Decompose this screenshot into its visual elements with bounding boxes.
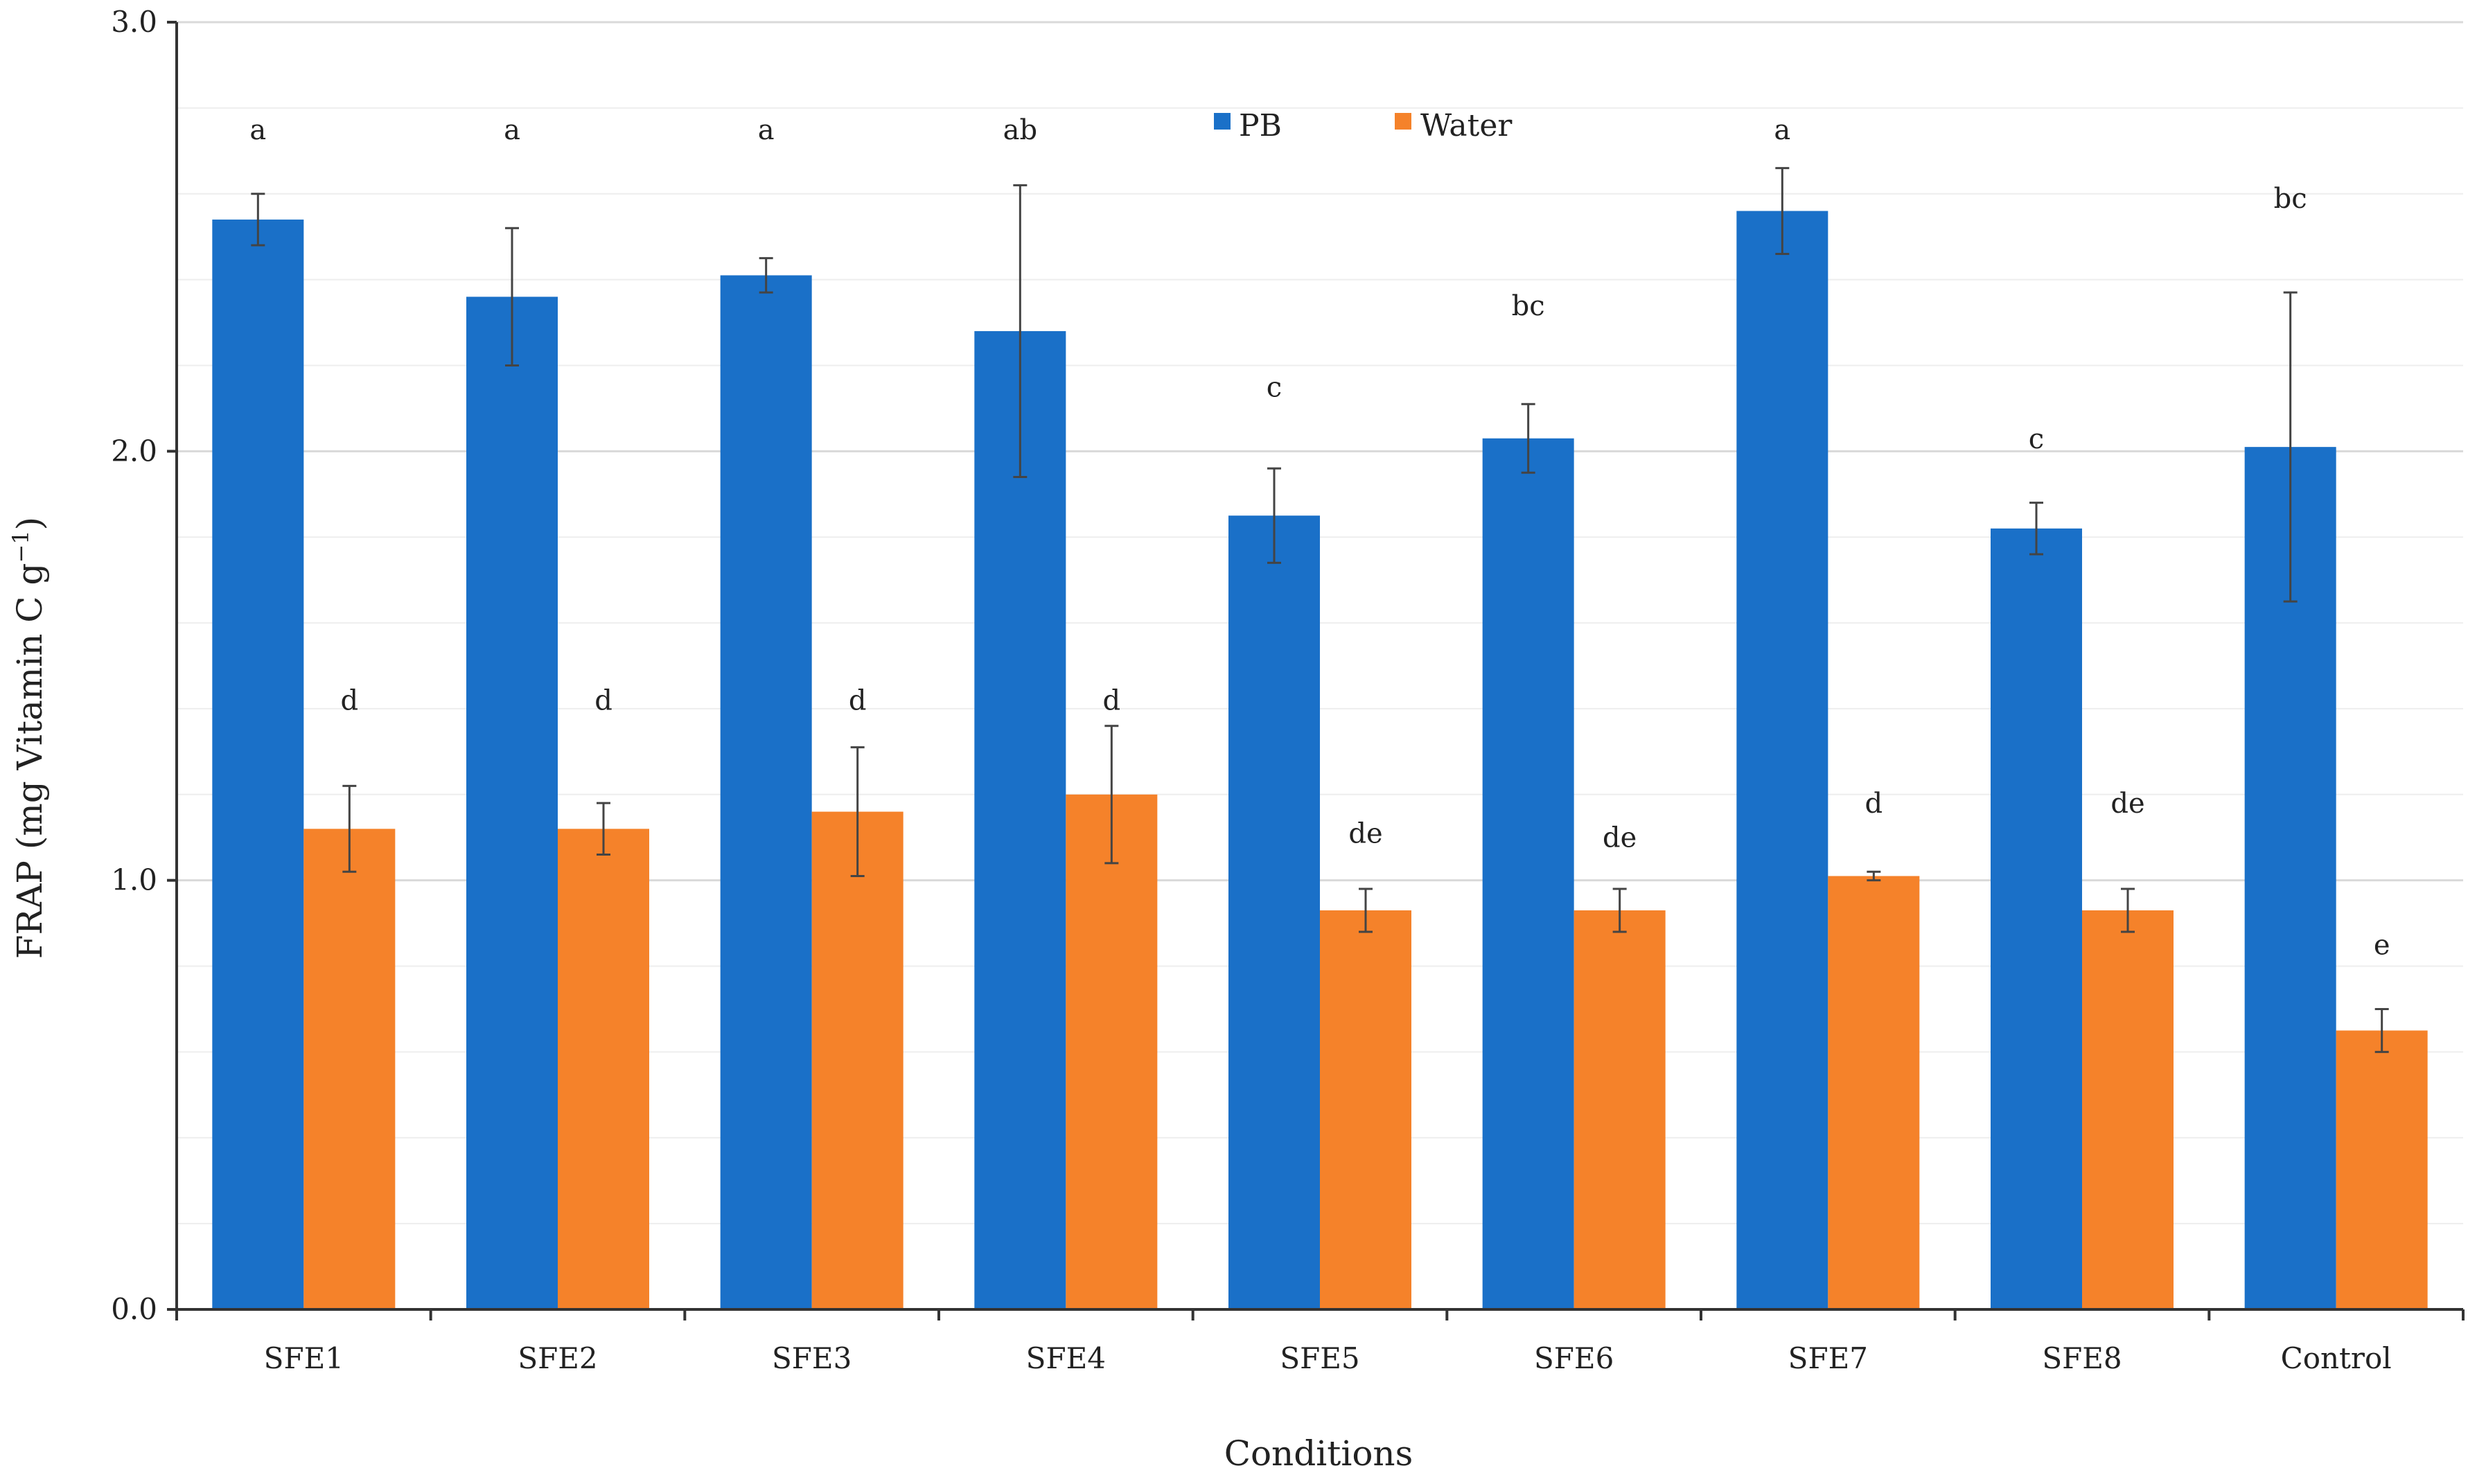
- bar-water-sfe1: [303, 829, 396, 1309]
- bar-water-sfe5: [1320, 910, 1411, 1309]
- error-bar-water-sfe4: [1104, 725, 1119, 865]
- bar-water-sfe2: [558, 829, 649, 1309]
- significance-label-pb-sfe3: a: [758, 114, 775, 146]
- significance-label-water-sfe8: de: [2110, 788, 2144, 820]
- significance-label-water-sfe7: d: [1865, 788, 1883, 820]
- error-bar-water-sfe7: [1867, 870, 1881, 882]
- bar-water-sfe8: [2082, 910, 2174, 1309]
- x-tick-label-sfe6: SFE6: [1534, 1341, 1614, 1375]
- bar-pb-sfe4: [974, 330, 1066, 1309]
- y-axis-title-end: ): [10, 517, 50, 531]
- bar-water-sfe3: [811, 811, 903, 1309]
- y-tick-label: 0.0: [111, 1292, 157, 1326]
- bar-pb-sfe7: [1736, 211, 1828, 1310]
- legend-label-pb: PB: [1239, 108, 1282, 143]
- y-axis-title: FRAP (mg Vitamin C g−1): [8, 517, 50, 959]
- bar-pb-sfe6: [1482, 438, 1574, 1309]
- significance-label-water-sfe4: d: [1103, 685, 1121, 717]
- x-tick-label-sfe1: SFE1: [264, 1341, 344, 1375]
- x-tick-label-sfe5: SFE5: [1280, 1341, 1359, 1375]
- error-bar-water-sfe5: [1359, 887, 1373, 933]
- bar-pb-sfe1: [212, 219, 304, 1310]
- bar-pb-sfe5: [1228, 515, 1320, 1309]
- axes: 0.0 1.0 2.0 3.0 SFE1 SFE2 SFE3 SFE4 SFE5 SFE6 SFE7…: [111, 5, 2465, 1375]
- y-tick-label: 1.0: [111, 863, 157, 897]
- bar-pb-sfe2: [466, 297, 558, 1310]
- error-bar-pb-sfe3: [759, 257, 773, 294]
- y-axis-title-main: FRAP (mg Vitamin C g: [10, 563, 50, 960]
- error-bar-water-sfe2: [597, 802, 610, 856]
- legend: PB Water: [1214, 108, 1513, 143]
- significance-label-pb-control: bc: [2274, 183, 2307, 215]
- error-bar-pb-control: [2283, 291, 2298, 603]
- significance-label-pb-sfe2: a: [504, 114, 520, 146]
- significance-label-water-sfe6: de: [1603, 822, 1637, 854]
- x-tick-label-sfe8: SFE8: [2042, 1341, 2122, 1375]
- y-tick-label: 2.0: [111, 434, 157, 468]
- error-bar-water-sfe3: [850, 746, 865, 877]
- error-bars: [251, 167, 2389, 1053]
- bars: [212, 211, 2428, 1310]
- bar-water-sfe4: [1066, 794, 1158, 1309]
- significance-label-pb-sfe6: bc: [1512, 290, 1545, 322]
- error-bar-pb-sfe7: [1775, 167, 1790, 255]
- significance-label-pb-sfe7: a: [1774, 114, 1790, 146]
- x-tick-label-sfe4: SFE4: [1026, 1341, 1106, 1375]
- significance-label-water-sfe5: de: [1348, 818, 1382, 850]
- error-bar-water-sfe8: [2121, 887, 2135, 933]
- significance-label-water-control: e: [2374, 930, 2390, 962]
- error-bar-pb-sfe5: [1267, 467, 1281, 564]
- legend-label-water: Water: [1420, 108, 1513, 143]
- bar-pb-sfe3: [720, 275, 812, 1309]
- significance-label-water-sfe1: d: [341, 685, 359, 717]
- x-tick-label-sfe7: SFE7: [1788, 1341, 1868, 1375]
- error-bar-pb-sfe6: [1521, 403, 1535, 474]
- bar-water-sfe7: [1828, 876, 1920, 1309]
- error-bar-water-control: [2374, 1007, 2389, 1053]
- significance-label-pb-sfe8: c: [2029, 423, 2044, 455]
- legend-swatch-pb: [1214, 113, 1231, 130]
- error-bar-pb-sfe4: [1013, 184, 1028, 478]
- significance-labels: a a a ab c bc a c bc d d d d de de d de e: [249, 114, 2390, 962]
- y-tick-label: 3.0: [111, 5, 157, 39]
- significance-label-pb-sfe4: ab: [1003, 114, 1037, 146]
- bar-water-sfe6: [1574, 910, 1666, 1309]
- legend-swatch-water: [1395, 113, 1411, 130]
- error-bar-water-sfe1: [342, 784, 357, 873]
- x-tick-label-sfe3: SFE3: [772, 1341, 852, 1375]
- bar-pb-sfe8: [1991, 528, 2082, 1309]
- significance-label-pb-sfe1: a: [249, 114, 266, 146]
- x-tick-label-sfe2: SFE2: [518, 1341, 597, 1375]
- significance-label-water-sfe2: d: [594, 685, 612, 717]
- error-bar-pb-sfe2: [505, 227, 519, 366]
- x-tick-label-control: Control: [2281, 1341, 2392, 1375]
- x-axis-title: Conditions: [1224, 1433, 1413, 1474]
- error-bar-pb-sfe8: [2029, 502, 2043, 556]
- significance-label-pb-sfe5: c: [1267, 371, 1282, 403]
- bar-water-control: [2336, 1030, 2428, 1309]
- significance-label-water-sfe3: d: [849, 685, 867, 717]
- error-bar-pb-sfe1: [251, 193, 265, 247]
- y-axis-title-sup: −1: [8, 530, 34, 563]
- error-bar-water-sfe6: [1612, 887, 1627, 933]
